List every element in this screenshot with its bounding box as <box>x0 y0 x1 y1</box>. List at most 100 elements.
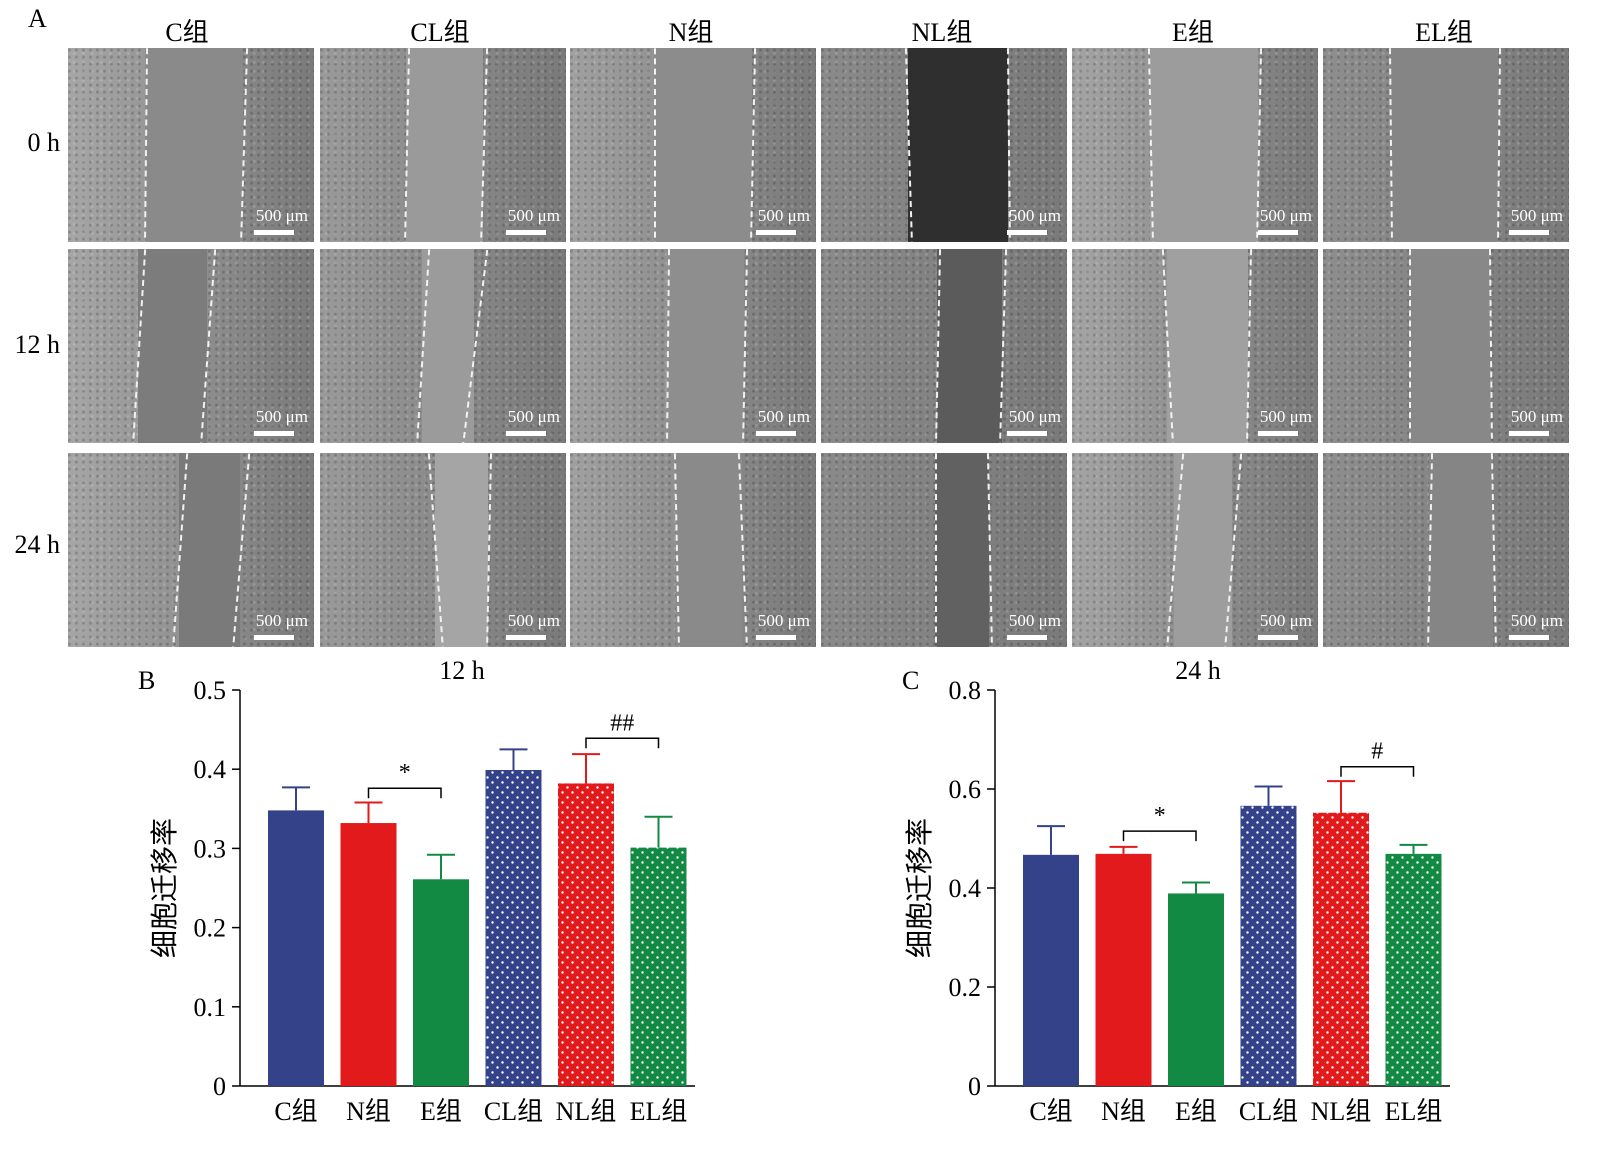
significance-label: * <box>1154 803 1166 829</box>
wound-gap <box>179 453 240 647</box>
scale-bar <box>1509 635 1549 640</box>
scale-bar <box>1007 431 1047 436</box>
micrograph-tile: 500 μm <box>68 453 314 647</box>
scale-bar <box>254 230 294 235</box>
scale-bar-label: 500 μm <box>757 206 810 225</box>
micrograph-tile: 500 μm <box>821 453 1067 647</box>
x-tick-label: EL组 <box>1385 1097 1443 1126</box>
scale-bar-label: 500 μm <box>1510 407 1563 426</box>
x-tick-label: NL组 <box>556 1097 617 1126</box>
chart-c-title: 24 h <box>1175 656 1221 685</box>
significance-label: # <box>1371 739 1383 765</box>
x-tick-label: CL组 <box>484 1097 543 1126</box>
chart-b-title: 12 h <box>439 656 485 685</box>
bar <box>1313 812 1369 1086</box>
x-tick-label: C组 <box>1029 1097 1072 1126</box>
x-tick-label: N组 <box>346 1097 391 1126</box>
scale-bar-label: 500 μm <box>757 611 810 630</box>
wound-gap <box>1150 48 1258 242</box>
wound-gap <box>935 453 989 647</box>
y-tick-label: 0.2 <box>194 914 227 943</box>
bar <box>1095 853 1152 1086</box>
scale-bar <box>756 431 796 436</box>
micrograph-tile: 500 μm <box>1072 453 1318 647</box>
micrograph-tile: 500 μm <box>320 453 566 647</box>
scale-bar-label: 500 μm <box>255 611 308 630</box>
micrograph-tile: 500 μm <box>821 48 1067 242</box>
micrograph-tile: 500 μm <box>320 48 566 242</box>
x-tick-label: E组 <box>1175 1097 1217 1126</box>
micrograph-tile: 500 μm <box>1072 48 1318 242</box>
scale-bar <box>1509 230 1549 235</box>
significance-bracket <box>1122 830 1197 842</box>
wound-gap <box>406 48 483 242</box>
wound-edge-dashed-line <box>654 48 656 242</box>
row-header-24h: 24 h <box>14 530 61 559</box>
x-tick-label: EL组 <box>630 1097 688 1126</box>
micrograph-tile: 500 μm <box>1323 249 1569 443</box>
scale-bar <box>756 635 796 640</box>
scale-bar-label: 500 μm <box>255 407 308 426</box>
micrograph-tile: 500 μm <box>1323 453 1569 647</box>
panel-b-letter: B <box>138 666 156 695</box>
bar <box>1385 853 1442 1086</box>
chart-b: 0 0.1 0.2 0.3 0.4 0.5 细胞迁移率 C组 N组 E组 CL组 NL组 EL组 * ## <box>148 680 695 1126</box>
y-tick-label: 0.2 <box>949 973 982 1002</box>
x-tick-label: N组 <box>1101 1097 1146 1126</box>
wound-gap <box>422 249 474 443</box>
wound-gap <box>667 249 744 443</box>
y-tick-label: 0.4 <box>194 755 227 784</box>
wound-gap <box>145 48 243 242</box>
scale-bar-label: 500 μm <box>1510 611 1563 630</box>
bar <box>1168 893 1224 1086</box>
y-axis-label: 细胞迁移率 <box>903 818 936 958</box>
significance-label: ## <box>610 710 634 736</box>
row-header-0h: 0 h <box>27 128 61 157</box>
micrograph-tile: 500 μm <box>320 249 566 443</box>
scale-bar-label: 500 μm <box>255 206 308 225</box>
wound-gap <box>435 453 488 647</box>
y-tick-label: 0.3 <box>194 834 227 863</box>
panel-a-letter: A <box>28 4 47 33</box>
x-tick-label: E组 <box>420 1097 462 1126</box>
scale-bar <box>1258 635 1298 640</box>
scale-bar-label: 500 μm <box>507 206 560 225</box>
scale-bar-label: 500 μm <box>1008 407 1061 426</box>
significance-bracket <box>1340 765 1415 777</box>
scale-bar-label: 500 μm <box>1259 611 1312 630</box>
scale-bar-label: 500 μm <box>757 407 810 426</box>
scale-bar-label: 500 μm <box>1008 206 1061 225</box>
bar <box>485 769 542 1086</box>
x-tick-label: C组 <box>274 1097 317 1126</box>
y-tick-label: 0.6 <box>949 775 982 804</box>
micrograph-tile: 500 μm <box>821 249 1067 443</box>
y-tick-label: 0.4 <box>949 874 982 903</box>
scale-bar <box>1007 635 1047 640</box>
scale-bar-label: 500 μm <box>1510 206 1563 225</box>
column-header-c: C组 <box>165 18 209 47</box>
column-header-n: N组 <box>668 18 714 47</box>
micrograph-tile: 500 μm <box>570 453 816 647</box>
bar <box>268 810 324 1086</box>
column-header-e: E组 <box>1172 18 1214 47</box>
significance-bracket <box>367 787 442 799</box>
wound-gap <box>1167 249 1248 443</box>
scale-bar <box>254 635 294 640</box>
scale-bar <box>1509 431 1549 436</box>
y-tick-label: 0 <box>968 1072 981 1101</box>
y-tick-label: 0.5 <box>194 680 227 705</box>
bar <box>340 823 397 1086</box>
wound-gap <box>1174 453 1232 647</box>
y-tick-label: 0.8 <box>949 680 982 705</box>
wound-gap <box>1409 249 1490 443</box>
wound-edge-dashed-line <box>935 453 937 647</box>
column-header-cl: CL组 <box>410 18 470 47</box>
wound-edge-dashed-line <box>1409 249 1411 443</box>
wound-gap <box>1390 48 1498 242</box>
y-tick-label: 0.1 <box>194 993 227 1022</box>
panel-c-letter: C <box>902 666 920 695</box>
column-header-nl: NL组 <box>911 18 973 47</box>
scale-bar <box>506 230 546 235</box>
scale-bar-label: 500 μm <box>507 611 560 630</box>
wound-gap <box>937 249 1002 443</box>
